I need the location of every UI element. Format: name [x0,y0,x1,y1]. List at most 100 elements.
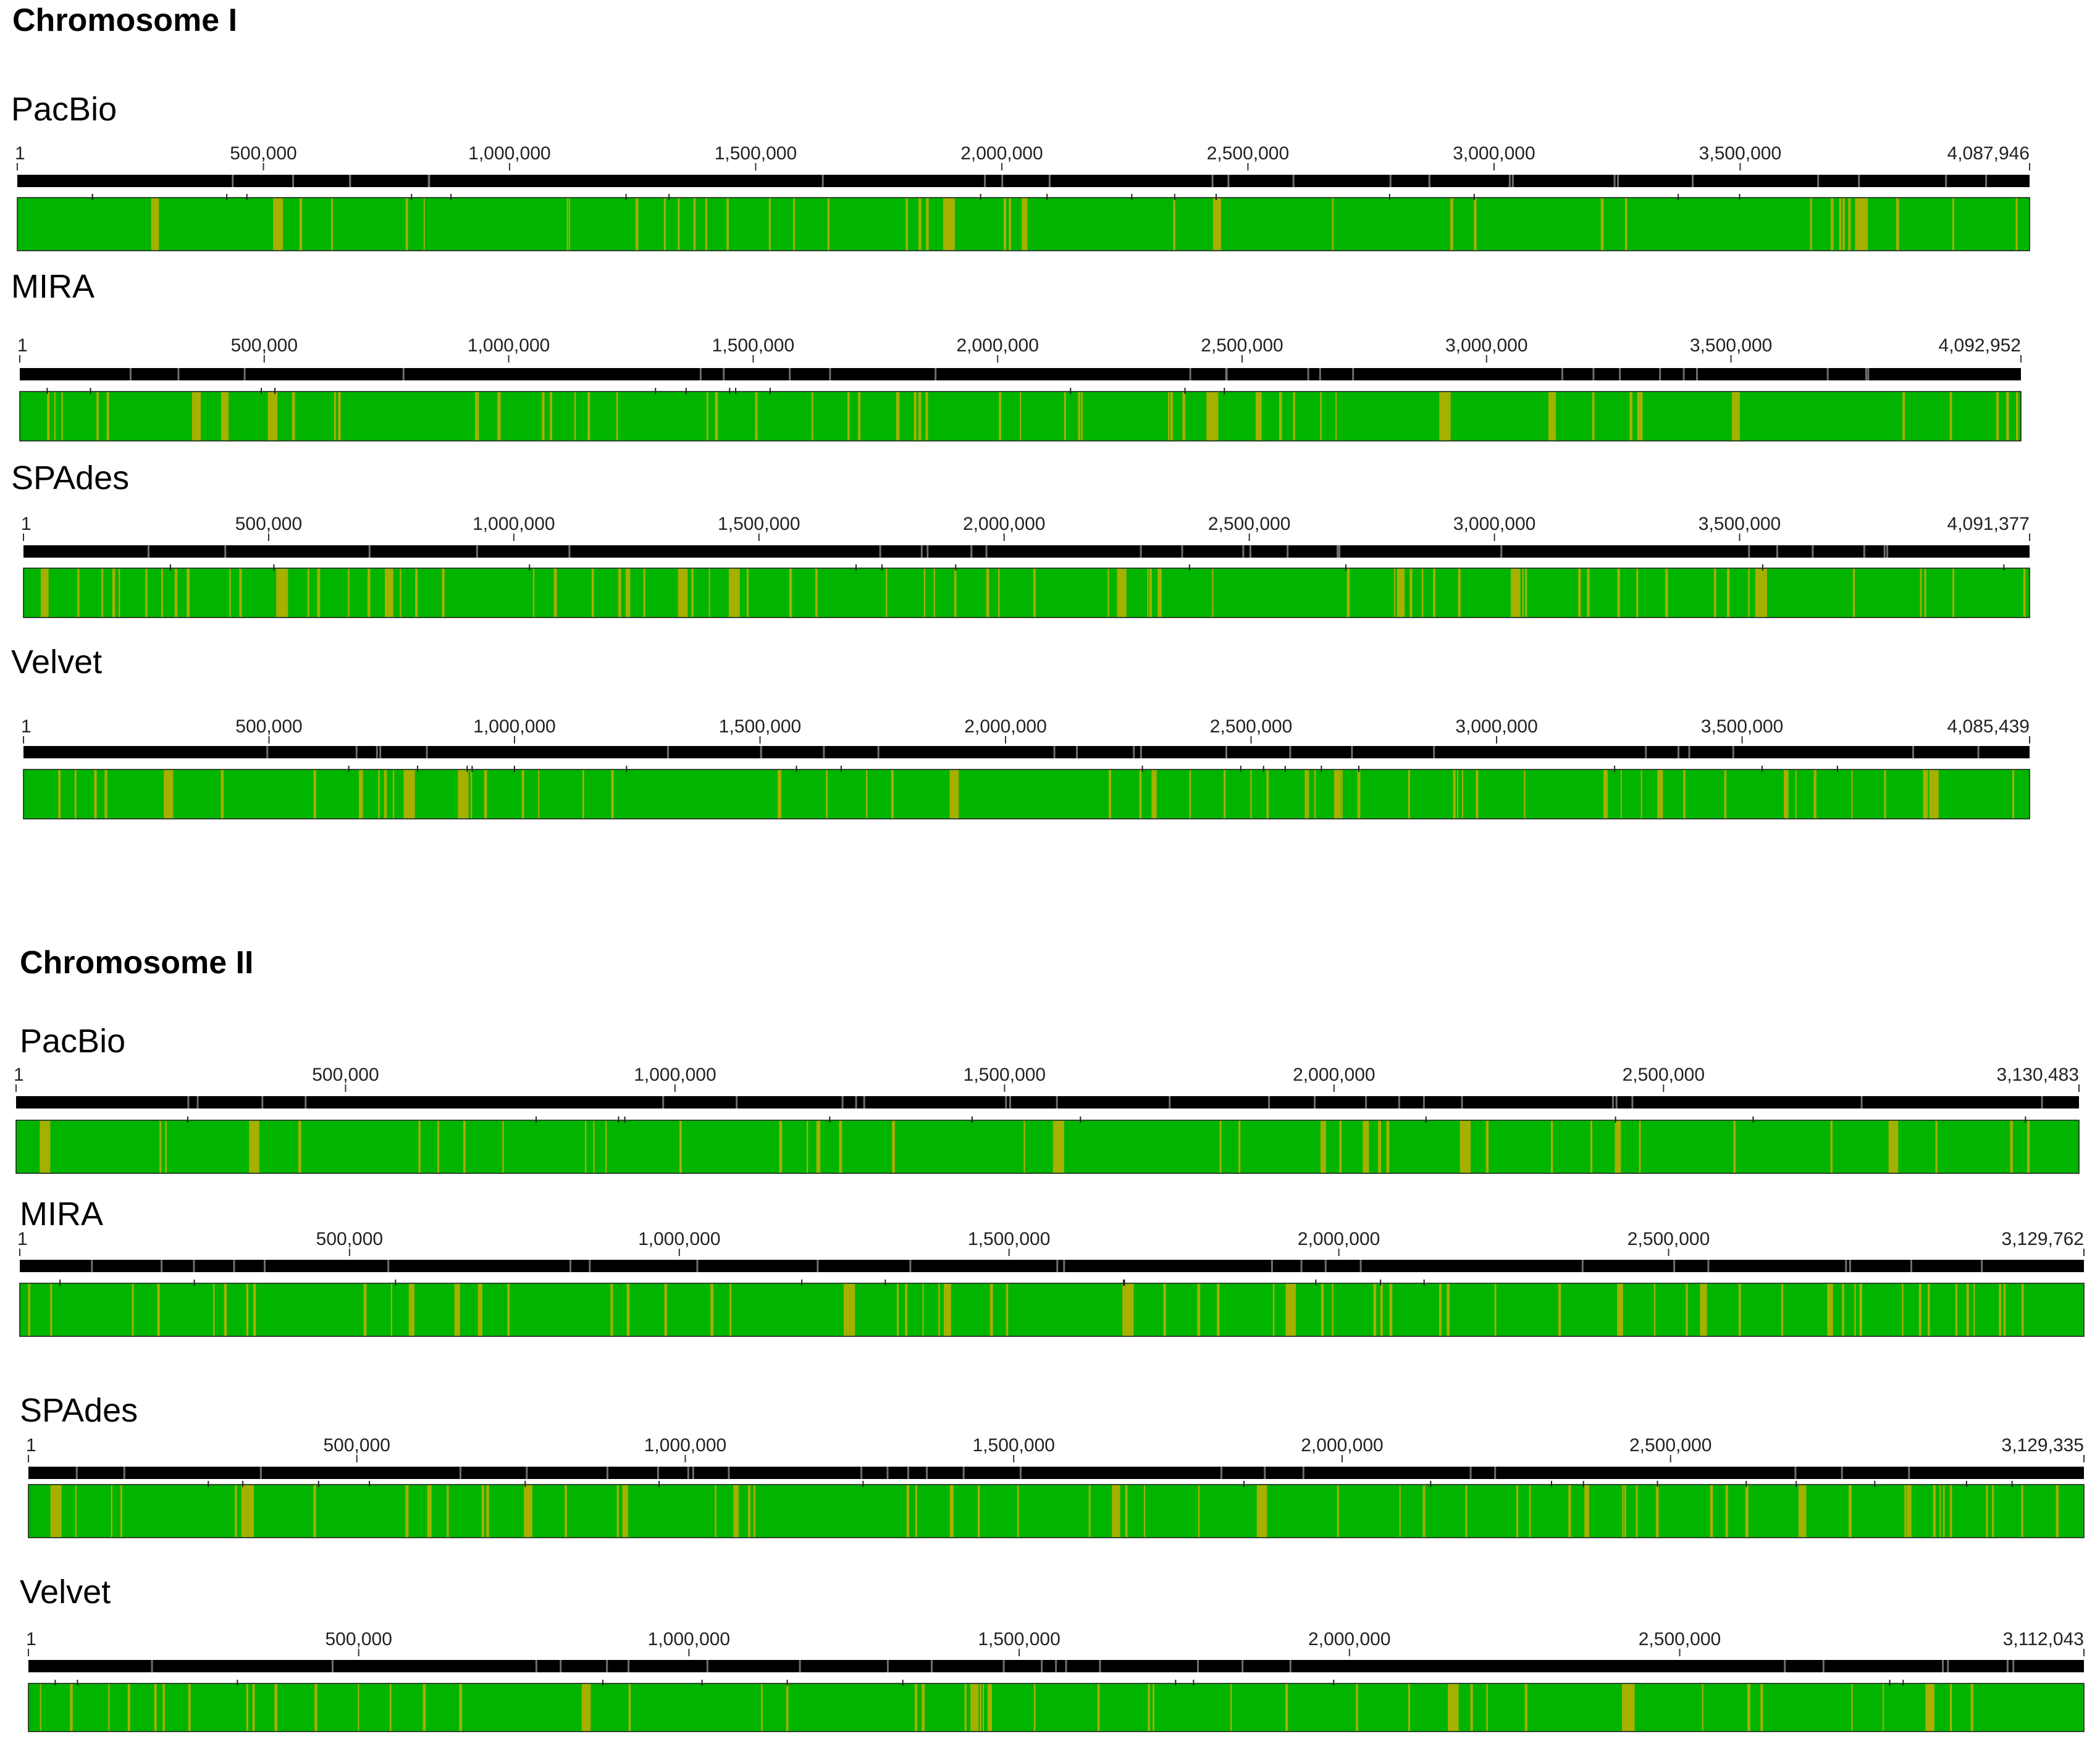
low-similarity-stripe [1020,392,1022,440]
low-similarity-stripe [252,1684,255,1731]
low-similarity-stripe [437,1121,440,1173]
ruler-gap-mark [1428,175,1430,187]
low-similarity-stripe [221,392,229,440]
low-similarity-stripe [918,392,922,440]
low-similarity-stripe [618,569,621,617]
low-similarity-stripe [1636,1485,1638,1537]
low-similarity-stripe [815,569,818,617]
low-similarity-stripe [154,1684,157,1731]
assembly-label: SPAdes [11,459,129,497]
tick-label: 2,500,000 [1207,143,1289,164]
low-similarity-stripe [625,569,631,617]
low-similarity-stripe [1159,569,1162,617]
tick-label: 2,000,000 [1293,1065,1375,1085]
ruler-gap-mark [1985,175,1988,187]
low-similarity-stripe [1592,392,1595,440]
low-similarity-stripe [292,392,295,440]
ruler-gap-mark [1314,1096,1316,1108]
ruler-gap-mark [379,746,382,758]
low-similarity-stripe [1902,1284,1904,1336]
low-similarity-stripe [1494,1284,1497,1336]
low-similarity-stripe [1212,569,1214,617]
low-similarity-stripe [1830,198,1834,250]
low-similarity-stripe [1023,1121,1025,1173]
low-similarity-stripe [1198,1485,1200,1537]
low-similarity-stripe [1476,770,1479,818]
low-similarity-stripe [174,569,178,617]
low-similarity-stripe [1450,1684,1453,1731]
ruler-gap-mark [706,1660,708,1672]
tick-label: 3,500,000 [1701,716,1783,737]
ruler-gap-mark [1611,1096,1614,1108]
assembly-label: Velvet [11,643,102,681]
low-similarity-stripe [566,198,568,250]
ruler-gap-mark [1197,1660,1199,1672]
low-similarity-stripe [1363,1121,1369,1173]
low-similarity-stripe [1904,1485,1907,1537]
tick-label: 1,500,000 [719,716,801,737]
tick-label: 500,000 [312,1065,379,1085]
tick-label: 500,000 [324,1435,390,1456]
ruler-gap-mark [657,1467,659,1479]
ruler-gap-mark [1732,746,1734,758]
low-similarity-stripe [786,1684,789,1731]
low-similarity-stripe [164,770,174,818]
ruler-gap-mark [428,175,430,187]
low-similarity-stripe [447,1485,449,1537]
ruler-gap-mark [1289,746,1292,758]
tick-label: 2,000,000 [1298,1229,1380,1249]
low-similarity-stripe [914,1684,918,1731]
low-similarity-stripe [1629,392,1633,440]
similarity-block [19,1283,2085,1337]
ruler-gap-mark [187,1096,190,1108]
low-similarity-stripe [524,1485,532,1537]
ruler-gap-mark [1581,1260,1584,1272]
low-similarity-stripe [334,392,337,440]
low-similarity-stripe [591,569,594,617]
ruler-gap-mark [1696,368,1698,380]
ruler-gap-mark [1056,1260,1059,1272]
low-similarity-stripe [1304,770,1307,818]
low-similarity-stripe [40,1121,51,1173]
ruler-gap-mark [1076,746,1078,758]
low-similarity-stripe [1986,1485,1988,1537]
ruler-gap-mark [1912,746,1914,758]
ruler-gap-mark [129,368,132,380]
tick-label: 1,000,000 [638,1229,720,1249]
low-similarity-stripe [1795,770,1797,818]
assembly-label: SPAdes [20,1392,138,1429]
low-similarity-stripe [905,1284,907,1336]
ruler-gap-mark [1977,746,1980,758]
ruler-gap-mark [1886,545,1889,558]
low-similarity-stripe [1396,569,1405,617]
ruler-gap-mark [984,175,986,187]
low-similarity-stripe [418,1121,421,1173]
low-similarity-stripe [1551,392,1555,440]
low-similarity-stripe [359,770,363,818]
low-similarity-stripe [1453,770,1456,818]
ruler-gap-mark [332,1660,334,1672]
low-similarity-stripe [502,1121,504,1173]
low-similarity-stripe [1386,1121,1390,1173]
low-similarity-stripe [858,392,860,440]
low-similarity-stripe [1748,569,1750,617]
low-similarity-stripe [317,569,321,617]
low-similarity-stripe [616,392,618,440]
low-similarity-stripe [1799,1485,1807,1537]
ruler-gap-mark [224,545,227,558]
tick-label: 500,000 [230,143,296,164]
low-similarity-stripe [988,1684,992,1731]
low-similarity-stripe [1725,1485,1728,1537]
low-similarity-stripe [470,770,472,818]
low-similarity-stripe [1655,1485,1659,1537]
ruler-gap-mark [728,1467,730,1479]
ruler-gap-mark [535,1660,537,1672]
ruler-gap-mark [692,1467,694,1479]
low-similarity-stripe [1006,1284,1009,1336]
low-similarity-stripe [54,392,56,440]
ruler-gap-mark [1461,1096,1463,1108]
low-similarity-stripe [1620,770,1622,818]
low-similarity-stripe [938,1284,940,1336]
chromosome-title: Chromosome I [12,2,237,38]
